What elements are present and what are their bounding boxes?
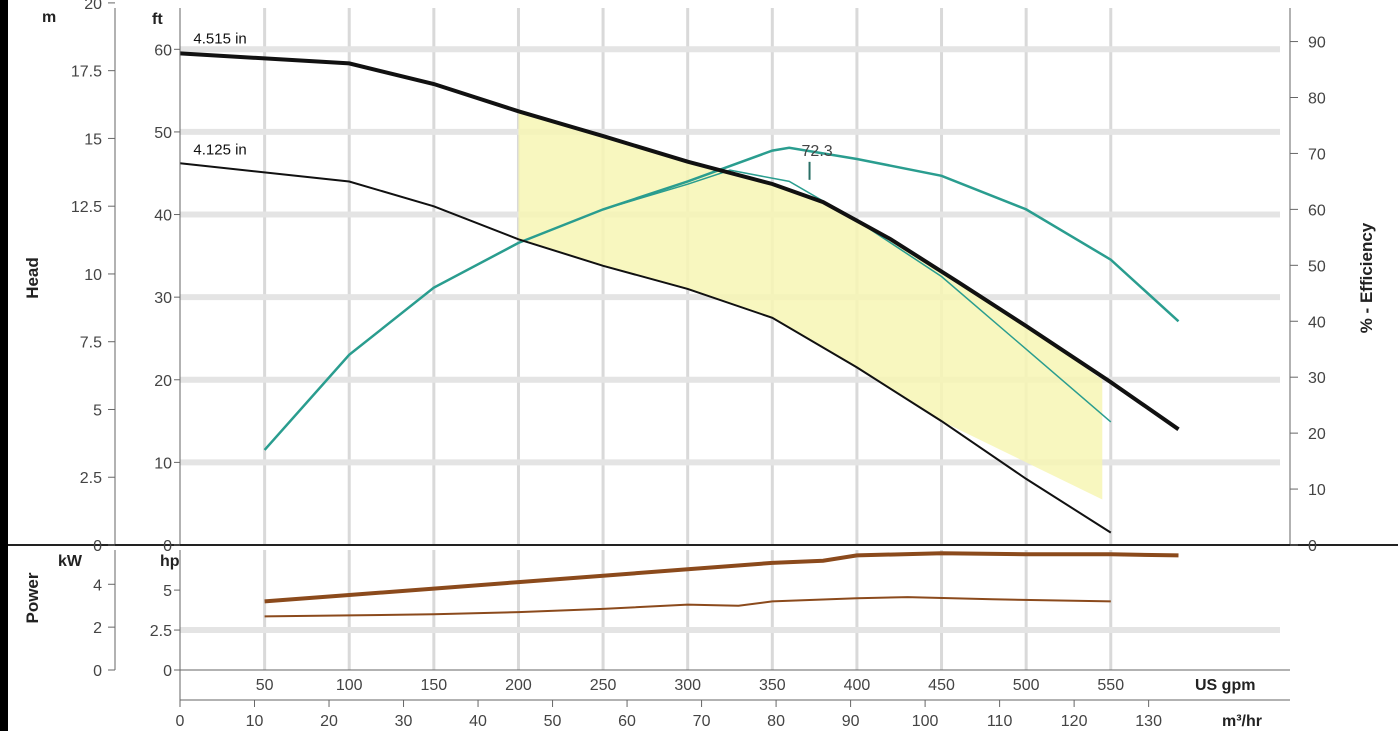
flow-gpm-unit: US gpm bbox=[1195, 677, 1255, 694]
head-m-tick-1: 2.5 bbox=[80, 470, 102, 487]
flow-gpm-tick-5: 300 bbox=[674, 677, 701, 694]
head-m-tick-5: 12.5 bbox=[71, 199, 102, 216]
flow-gpm-tick-0: 50 bbox=[256, 677, 274, 694]
bep-label: 72.3 bbox=[802, 143, 833, 160]
head-m-tick-2: 5 bbox=[93, 402, 102, 419]
head-ft-tick-5: 50 bbox=[154, 125, 172, 142]
efficiency-axis-title: % - Efficiency bbox=[1357, 222, 1376, 333]
head-m-tick-0: 0 bbox=[93, 538, 102, 555]
flow-gpm-tick-9: 500 bbox=[1013, 677, 1040, 694]
head-curve-1 bbox=[179, 51, 1180, 431]
flow-m3hr-tick-1: 10 bbox=[246, 713, 264, 730]
power-hp-unit: hp bbox=[160, 553, 180, 570]
head-ft-tick-2: 20 bbox=[154, 373, 172, 390]
power-hp-tick-0: 0 bbox=[163, 663, 172, 680]
head-ft-tick-6: 60 bbox=[154, 42, 172, 59]
head-ft-tick-0: 0 bbox=[163, 538, 172, 555]
power-hp-tick-2: 5 bbox=[163, 583, 172, 600]
head-ft-tick-1: 10 bbox=[154, 455, 172, 472]
efficiency-tick-6: 60 bbox=[1308, 202, 1326, 219]
head-curve-1-label: 4.515 in bbox=[193, 30, 246, 47]
flow-gpm-tick-4: 250 bbox=[590, 677, 617, 694]
efficiency-tick-8: 80 bbox=[1308, 91, 1326, 108]
power-kw-tick-1: 2 bbox=[93, 620, 102, 637]
left-edge-bar bbox=[0, 0, 8, 731]
power-kw-tick-2: 4 bbox=[93, 577, 102, 594]
flow-gpm-tick-1: 100 bbox=[336, 677, 363, 694]
efficiency-tick-9: 90 bbox=[1308, 35, 1326, 52]
head-ft-tick-4: 40 bbox=[154, 208, 172, 225]
head-axis-title: Head bbox=[23, 257, 42, 299]
flow-m3hr-unit: m³/hr bbox=[1222, 713, 1262, 730]
flow-m3hr-tick-3: 30 bbox=[395, 713, 413, 730]
head-curve-2 bbox=[179, 162, 1112, 534]
flow-m3hr-tick-10: 100 bbox=[912, 713, 939, 730]
head-m-tick-8: 20 bbox=[84, 0, 102, 13]
flow-m3hr-tick-7: 70 bbox=[693, 713, 711, 730]
head-m-tick-6: 15 bbox=[84, 131, 102, 148]
efficiency-tick-3: 30 bbox=[1308, 370, 1326, 387]
efficiency-tick-7: 70 bbox=[1308, 146, 1326, 163]
power-curve-2 bbox=[264, 596, 1111, 618]
head-m-tick-3: 7.5 bbox=[80, 335, 102, 352]
head-curve-2-label: 4.125 in bbox=[193, 141, 246, 158]
head-ft-tick-3: 30 bbox=[154, 290, 172, 307]
efficiency-tick-5: 50 bbox=[1308, 258, 1326, 275]
power-kw-unit: kW bbox=[58, 553, 83, 570]
flow-m3hr-tick-9: 90 bbox=[842, 713, 860, 730]
flow-m3hr-tick-6: 60 bbox=[618, 713, 636, 730]
head-ft-unit: ft bbox=[152, 11, 163, 28]
head-m-tick-4: 10 bbox=[84, 267, 102, 284]
flow-gpm-tick-10: 550 bbox=[1097, 677, 1124, 694]
flow-m3hr-tick-4: 40 bbox=[469, 713, 487, 730]
flow-gpm-tick-7: 400 bbox=[844, 677, 871, 694]
flow-m3hr-tick-11: 110 bbox=[987, 713, 1013, 730]
flow-m3hr-tick-12: 120 bbox=[1061, 713, 1088, 730]
power-kw-tick-0: 0 bbox=[93, 663, 102, 680]
flow-m3hr-tick-8: 80 bbox=[767, 713, 785, 730]
efficiency-tick-1: 10 bbox=[1308, 482, 1326, 499]
preferred-operating-region bbox=[518, 111, 1103, 500]
flow-m3hr-tick-0: 0 bbox=[176, 713, 185, 730]
flow-gpm-tick-3: 200 bbox=[505, 677, 532, 694]
efficiency-tick-2: 20 bbox=[1308, 426, 1326, 443]
flow-m3hr-tick-2: 20 bbox=[320, 713, 338, 730]
efficiency-tick-0: 0 bbox=[1308, 538, 1317, 555]
flow-gpm-tick-6: 350 bbox=[759, 677, 786, 694]
efficiency-curve-2 bbox=[264, 169, 1112, 451]
power-hp-tick-1: 2.5 bbox=[150, 623, 172, 640]
head-m-unit: m bbox=[42, 9, 56, 26]
power-axis-title: Power bbox=[23, 572, 42, 623]
efficiency-tick-4: 40 bbox=[1308, 314, 1326, 331]
flow-m3hr-tick-5: 50 bbox=[544, 713, 562, 730]
flow-gpm-tick-2: 150 bbox=[420, 677, 447, 694]
flow-gpm-tick-8: 450 bbox=[928, 677, 955, 694]
power-curve-1 bbox=[264, 551, 1179, 604]
flow-m3hr-tick-13: 130 bbox=[1135, 713, 1162, 730]
head-m-tick-7: 17.5 bbox=[71, 64, 102, 81]
